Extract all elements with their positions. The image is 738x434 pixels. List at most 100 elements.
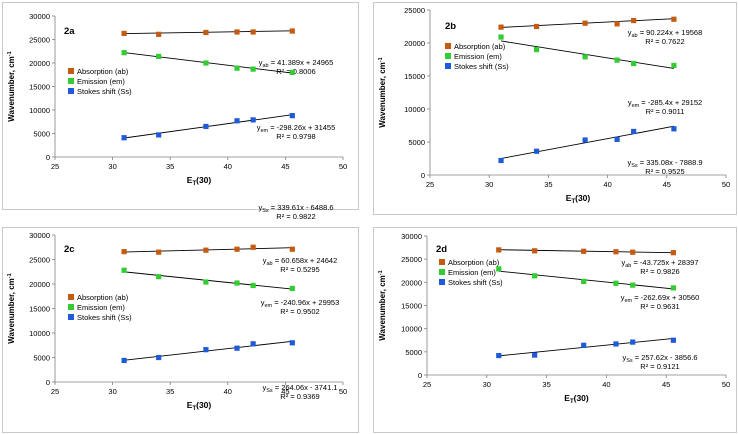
- chart-panel-2c: 0 5000 10000 15000 20000 25000 30000 25 30 35 40 45…: [2, 227, 359, 433]
- x-tick-label: 25: [426, 180, 434, 189]
- y-tick-label: 25000: [404, 6, 425, 15]
- y-tick-label: 10000: [401, 325, 422, 334]
- y-tick-label: 15000: [401, 302, 422, 311]
- data-point-Ss: [289, 113, 295, 119]
- legend: Absorption (ab)Emission (em)Stokes shift…: [439, 258, 503, 287]
- data-point-Ss: [250, 117, 256, 123]
- y-tick-label: 15000: [29, 305, 50, 314]
- panel-label: 2b: [445, 21, 456, 32]
- data-point-em: [250, 66, 256, 72]
- x-axis-label: ET(30): [566, 193, 591, 205]
- legend-swatch: [445, 63, 451, 69]
- legend-label: Absorption (ab): [448, 258, 500, 267]
- data-point-em: [203, 279, 209, 285]
- data-point-em: [121, 50, 127, 56]
- data-point-Ss: [121, 135, 127, 141]
- data-point-em: [581, 278, 587, 285]
- data-point-em: [671, 62, 677, 69]
- data-point-em: [156, 274, 162, 280]
- x-axis-label: ET(30): [187, 175, 212, 187]
- data-point-ab: [533, 23, 540, 30]
- y-tick-label: 20000: [401, 278, 422, 287]
- data-point-ab: [581, 248, 587, 254]
- data-point-Ss: [532, 352, 538, 358]
- r-squared-Ss: R² = 0.9822: [276, 212, 315, 221]
- x-tick-label: 45: [662, 380, 670, 389]
- y-tick-label: 20000: [404, 39, 425, 48]
- x-tick-label: 25: [51, 162, 59, 171]
- y-tick-label: 5000: [408, 138, 425, 147]
- r-squared-em: R² = 0.9631: [640, 302, 679, 311]
- data-point-Ss: [582, 137, 588, 143]
- x-tick-label: 35: [542, 380, 550, 389]
- y-tick-label: 10000: [29, 106, 50, 115]
- r-squared-em: R² = 0.9798: [276, 132, 315, 141]
- y-tick-label: 30000: [401, 232, 422, 241]
- data-point-Ss: [234, 118, 240, 124]
- data-point-em: [496, 266, 502, 272]
- x-tick-label: 50: [339, 162, 347, 171]
- chart-panel-2b: 0 5000 10000 15000 20000 25000 25 30 35 40 45 50 ET(…: [373, 2, 737, 215]
- r-squared-ab: R² = 0.5295: [280, 265, 319, 274]
- legend-swatch: [445, 53, 451, 59]
- x-tick-label: 40: [603, 180, 611, 189]
- legend-label: Stokes shift (Ss): [454, 62, 509, 71]
- trend-equation-Ss: ySs = 257.62x - 3856.6: [622, 353, 697, 364]
- series-Ss: ySs = 339.61x - 6488.6R² = 0.9822: [121, 113, 334, 221]
- chart-panel-2d: 0 5000 10000 15000 20000 25000 30000 25 30 35 40 45…: [373, 227, 737, 433]
- x-tick-label: 25: [423, 380, 431, 389]
- y-tick-label: 20000: [29, 280, 50, 289]
- x-tick-label: 40: [224, 162, 232, 171]
- data-point-ab: [156, 31, 162, 37]
- legend-label: Stokes shift (Ss): [77, 87, 132, 96]
- data-point-Ss: [630, 339, 636, 345]
- y-axis-label: Wavenumber, cm-1: [7, 51, 16, 121]
- data-point-em: [289, 69, 295, 75]
- data-point-em: [532, 273, 538, 279]
- data-point-ab: [203, 29, 209, 36]
- trend-equation-ab: yab = 60.658x + 24642: [263, 256, 338, 267]
- data-point-em: [121, 267, 127, 273]
- legend: Absorption (ab)Emission (em)Stokes shift…: [68, 293, 132, 322]
- data-point-em: [234, 65, 240, 71]
- legend: Absorption (ab)Emission (em)Stokes shift…: [445, 42, 509, 71]
- trend-equation-Ss: ySs = 264.06x - 3741.1: [262, 383, 337, 394]
- data-point-Ss: [156, 132, 162, 138]
- x-axis-label: ET(30): [187, 400, 212, 412]
- y-tick-label: 25000: [401, 255, 422, 264]
- trend-equation-em: yem = -285.4x + 29152: [628, 98, 702, 109]
- data-point-Ss: [156, 354, 162, 361]
- legend-swatch: [439, 259, 445, 265]
- y-tick-label: 25000: [29, 36, 50, 45]
- legend-label: Emission (em): [77, 77, 125, 86]
- r-squared-ab: R² = 0.9826: [640, 267, 679, 276]
- r-squared-ab: R² = 0.7622: [645, 37, 684, 46]
- legend-swatch: [439, 269, 445, 275]
- legend-swatch: [68, 88, 74, 94]
- r-squared-em: R² = 0.9011: [646, 107, 685, 116]
- panel-label: 2c: [64, 244, 75, 255]
- y-tick-label: 25000: [29, 256, 50, 265]
- y-tick-label: 15000: [29, 83, 50, 92]
- legend-label: Absorption (ab): [454, 42, 506, 51]
- data-point-ab: [289, 246, 295, 252]
- legend-swatch: [68, 304, 74, 310]
- trend-equation-em: yem = -240.96x + 29953: [261, 298, 340, 309]
- y-axis-label: Wavenumber, cm-1: [7, 273, 16, 343]
- data-point-ab: [234, 246, 240, 252]
- r-squared-em: R² = 0.9502: [280, 307, 319, 316]
- data-point-Ss: [631, 128, 637, 135]
- data-point-em: [670, 285, 676, 291]
- x-tick-label: 45: [281, 162, 289, 171]
- data-point-Ss: [670, 337, 676, 343]
- data-point-Ss: [203, 123, 209, 130]
- r-squared-Ss: R² = 0.9369: [280, 392, 319, 401]
- y-tick-label: 5000: [33, 130, 50, 139]
- y-tick-label: 20000: [29, 59, 50, 68]
- x-axis-label: ET(30): [564, 393, 589, 405]
- data-point-ab: [613, 249, 619, 255]
- data-point-ab: [496, 247, 502, 253]
